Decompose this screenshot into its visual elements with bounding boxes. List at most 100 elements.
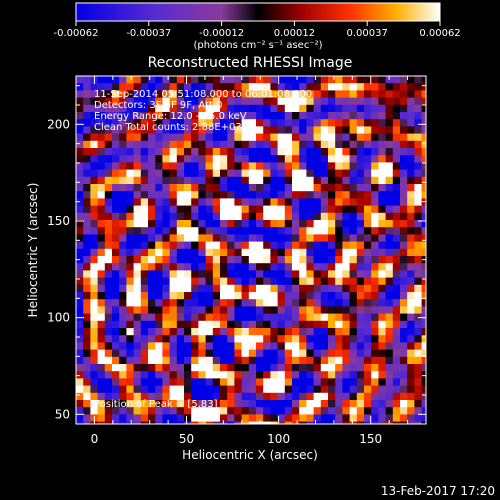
heatmap-cell bbox=[392, 248, 401, 257]
heatmap-cell bbox=[234, 90, 242, 98]
heatmap-cell bbox=[148, 342, 156, 350]
heatmap-cell bbox=[335, 256, 343, 264]
heatmap-cell bbox=[97, 256, 106, 264]
heatmap-cell bbox=[335, 342, 343, 350]
heatmap-cell bbox=[248, 292, 257, 300]
heatmap-cell bbox=[364, 176, 372, 185]
heatmap-cell bbox=[241, 421, 250, 424]
heatmap-cell bbox=[191, 176, 199, 185]
heatmap-cell bbox=[292, 83, 300, 91]
heatmap-cell bbox=[112, 407, 120, 415]
heatmap-cell bbox=[407, 119, 415, 127]
heatmap-cell bbox=[364, 140, 372, 149]
heatmap-cell bbox=[371, 371, 379, 379]
heatmap-cell bbox=[292, 133, 300, 142]
heatmap-cell bbox=[83, 263, 91, 271]
heatmap-cell bbox=[220, 335, 228, 343]
heatmap-cell bbox=[256, 191, 264, 199]
heatmap-cell bbox=[328, 371, 336, 379]
heatmap-cell bbox=[133, 342, 142, 350]
heatmap-cell bbox=[220, 248, 228, 257]
heatmap-cell bbox=[385, 378, 394, 386]
heatmap-cell bbox=[364, 385, 372, 394]
heatmap-cell bbox=[97, 198, 106, 206]
heatmap-cell bbox=[184, 220, 192, 228]
heatmap-cell bbox=[90, 241, 98, 250]
heatmap-cell bbox=[385, 212, 394, 221]
heatmap-cell bbox=[292, 328, 300, 336]
heatmap-cell bbox=[421, 162, 426, 170]
heatmap-cell bbox=[407, 112, 415, 120]
heatmap-cell bbox=[148, 392, 156, 401]
heatmap-cell bbox=[133, 162, 142, 170]
heatmap-cell bbox=[292, 400, 300, 408]
heatmap-cell bbox=[119, 400, 127, 408]
heatmap-cell bbox=[205, 328, 214, 336]
heatmap-cell bbox=[342, 205, 350, 214]
heatmap-cell bbox=[155, 299, 163, 307]
heatmap-cell bbox=[198, 277, 206, 286]
heatmap-cell bbox=[263, 248, 271, 257]
heatmap-cell bbox=[342, 277, 350, 286]
heatmap-cell bbox=[191, 328, 199, 336]
heatmap-cell bbox=[407, 133, 415, 142]
heatmap-cell bbox=[335, 263, 343, 271]
heatmap-cell bbox=[119, 184, 127, 192]
heatmap-cell bbox=[148, 313, 156, 322]
heatmap-cell bbox=[227, 162, 235, 170]
heatmap-cell bbox=[284, 83, 293, 91]
heatmap-cell bbox=[328, 97, 336, 106]
heatmap-cell bbox=[256, 119, 264, 127]
heatmap-cell bbox=[342, 392, 350, 401]
heatmap-cell bbox=[313, 385, 322, 394]
heatmap-cell bbox=[104, 328, 113, 336]
heatmap-cell bbox=[320, 234, 329, 242]
heatmap-cell bbox=[335, 414, 343, 422]
heatmap-cell bbox=[241, 112, 250, 120]
heatmap-cell bbox=[263, 284, 271, 293]
heatmap-cell bbox=[335, 119, 343, 127]
heatmap-cell bbox=[328, 378, 336, 386]
heatmap-cell bbox=[378, 205, 386, 214]
heatmap-cell bbox=[212, 313, 221, 322]
heatmap-cell bbox=[119, 313, 127, 322]
heatmap-cell bbox=[97, 364, 106, 372]
heatmap-cell bbox=[169, 335, 178, 343]
heatmap-cell bbox=[248, 342, 257, 350]
heatmap-cell bbox=[76, 176, 84, 185]
heatmap-cell bbox=[270, 112, 278, 120]
heatmap-cell bbox=[306, 421, 314, 424]
heatmap-cell bbox=[191, 133, 199, 142]
heatmap-cell bbox=[400, 342, 408, 350]
heatmap-cell bbox=[169, 104, 178, 113]
heatmap-cell bbox=[234, 97, 242, 106]
heatmap-cell bbox=[112, 392, 120, 401]
heatmap-cell bbox=[421, 169, 426, 178]
heatmap-cell bbox=[241, 299, 250, 307]
heatmap-cell bbox=[299, 76, 307, 84]
heatmap-cell bbox=[421, 133, 426, 142]
heatmap-cell bbox=[140, 392, 149, 401]
heatmap-cell bbox=[407, 407, 415, 415]
heatmap-cell bbox=[205, 248, 214, 257]
heatmap-cell bbox=[407, 140, 415, 149]
heatmap-cell bbox=[155, 220, 163, 228]
heatmap-cell bbox=[76, 83, 84, 91]
heatmap-cell bbox=[342, 126, 350, 134]
heatmap-cell bbox=[205, 220, 214, 228]
heatmap-cell bbox=[342, 270, 350, 278]
heatmap-cell bbox=[277, 198, 286, 206]
heatmap-cell bbox=[407, 234, 415, 242]
heatmap-cell bbox=[83, 371, 91, 379]
heatmap-cell bbox=[169, 270, 178, 278]
heatmap-cell bbox=[356, 335, 365, 343]
heatmap-cell bbox=[364, 241, 372, 250]
heatmap-cell bbox=[248, 220, 257, 228]
heatmap-cell bbox=[198, 234, 206, 242]
heatmap-cell bbox=[320, 83, 329, 91]
heatmap-cell bbox=[335, 205, 343, 214]
heatmap-cell bbox=[313, 234, 322, 242]
heatmap-cell bbox=[76, 205, 84, 214]
heatmap-cell bbox=[320, 241, 329, 250]
heatmap-cell bbox=[198, 198, 206, 206]
